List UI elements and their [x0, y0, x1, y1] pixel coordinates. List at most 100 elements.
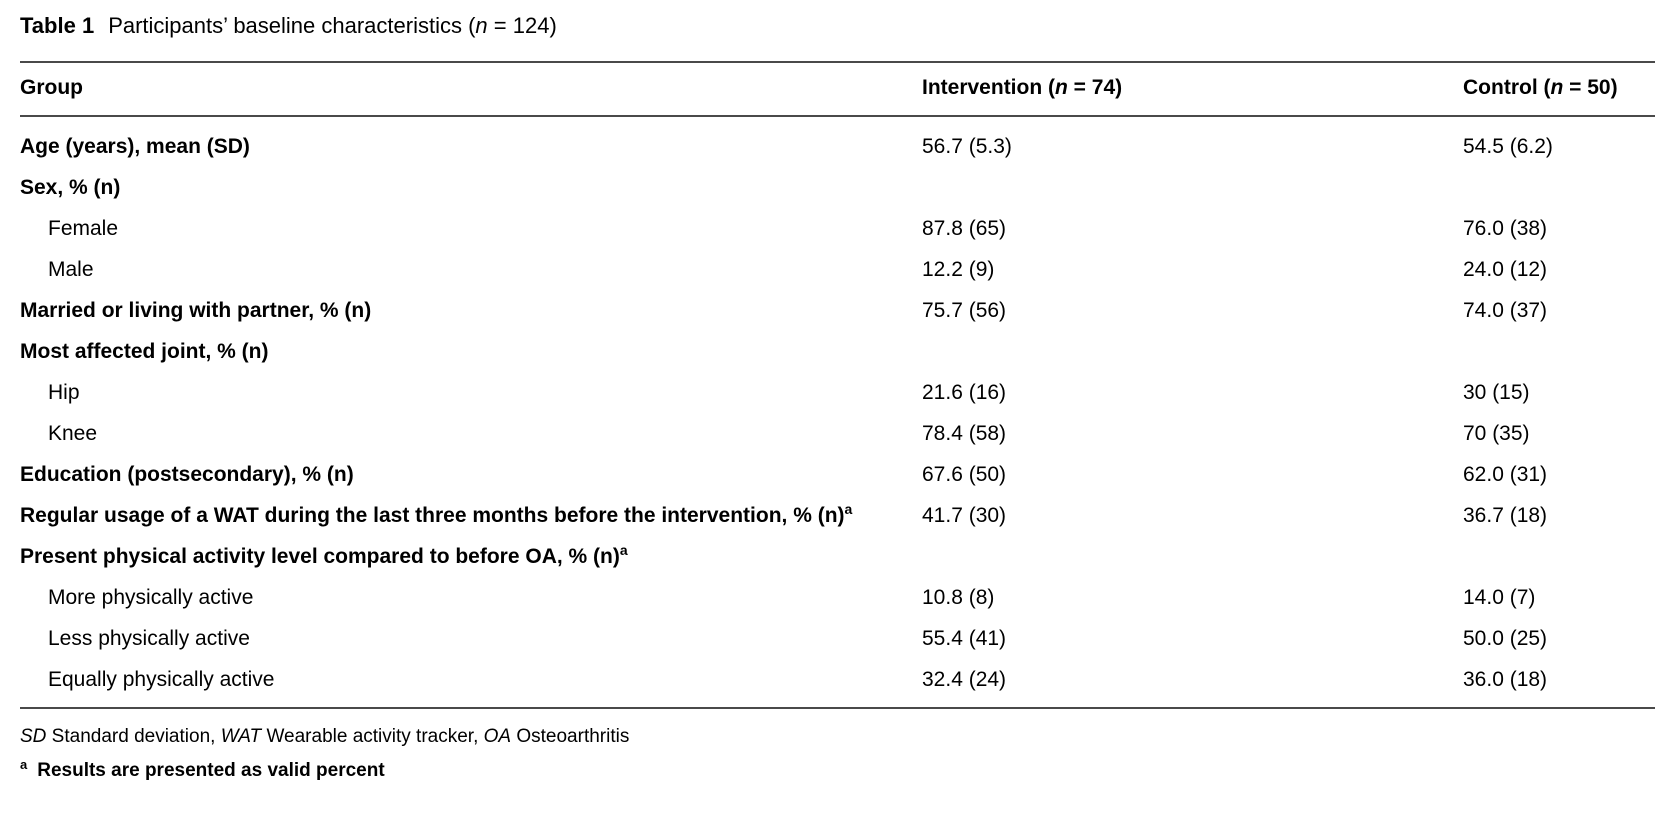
table-row: Hip 21.6 (16) 30 (15)	[20, 372, 1655, 413]
row-label: More physically active	[48, 586, 254, 609]
cell-intervention-value: 12.2 (9)	[922, 258, 995, 281]
table-figure: Table 1 Participants’ baseline characteri…	[20, 12, 1655, 783]
cell-group-label: Regular usage of a WAT during the last t…	[20, 495, 922, 536]
cell-control-value: 24.0 (12)	[1463, 258, 1548, 281]
footnote-marker: a	[20, 756, 28, 772]
cell-group-label: Sex, % (n)	[20, 167, 922, 208]
abbreviation-term: OA	[483, 726, 512, 747]
column-header-intervention: Intervention (n = 74)	[922, 62, 1463, 117]
valid-percent-note: a Results are presented as valid percent	[20, 756, 1655, 783]
control-header-text: Control (	[1463, 76, 1551, 99]
row-label: Less physically active	[48, 627, 250, 650]
cell-group-label: Most affected joint, % (n)	[20, 331, 922, 372]
row-label: Regular usage of a WAT during the last t…	[20, 504, 845, 527]
cell-intervention-value: 56.7 (5.3)	[922, 135, 1012, 158]
group-header-label: Group	[20, 76, 83, 99]
table-footnotes: SD Standard deviation, WAT Wearable acti…	[20, 725, 1655, 783]
table-row: Married or living with partner, % (n) 75.…	[20, 290, 1655, 331]
caption-text-after: = 124)	[487, 13, 557, 38]
cell-group-label: Age (years), mean (SD)	[20, 116, 922, 167]
cell-group-label: More physically active	[20, 577, 922, 618]
intervention-header-text: Intervention (	[922, 76, 1056, 99]
row-label: Female	[48, 217, 119, 240]
cell-control-value: 36.0 (18)	[1463, 668, 1548, 691]
cell-control-value: 54.5 (6.2)	[1463, 135, 1553, 158]
cell-intervention-value: 87.8 (65)	[922, 217, 1007, 240]
cell-intervention-value	[922, 536, 1463, 577]
row-label: Hip	[48, 381, 80, 404]
footnote-marker: a	[844, 501, 853, 517]
cell-group-label: Male	[20, 249, 922, 290]
table-row: Age (years), mean (SD) 56.7 (5.3) 54.5 (6.…	[20, 116, 1655, 167]
table-row: Regular usage of a WAT during the last t…	[20, 495, 1655, 536]
cell-control-value: 36.7 (18)	[1463, 504, 1548, 527]
cell-intervention-value: 55.4 (41)	[922, 627, 1007, 650]
cell-control-value: 30 (15)	[1463, 381, 1530, 404]
cell-control-value	[1463, 331, 1655, 372]
cell-group-label: Married or living with partner, % (n)	[20, 290, 922, 331]
row-label: Knee	[48, 422, 98, 445]
cell-control-value: 74.0 (37)	[1463, 299, 1548, 322]
cell-intervention-value: 67.6 (50)	[922, 463, 1007, 486]
control-n-symbol: n	[1550, 76, 1564, 99]
row-label: Male	[48, 258, 94, 281]
table-row: Female 87.8 (65) 76.0 (38)	[20, 208, 1655, 249]
cell-group-label: Less physically active	[20, 618, 922, 659]
table-row: Present physical activity level compared…	[20, 536, 1655, 577]
cell-intervention-value: 21.6 (16)	[922, 381, 1007, 404]
abbreviations-line: SD Standard deviation, WAT Wearable acti…	[20, 725, 1655, 749]
abbreviation-term: SD	[20, 726, 47, 747]
column-header-control: Control (n = 50)	[1463, 62, 1655, 117]
abbreviation-definition: Wearable activity tracker,	[261, 726, 484, 747]
cell-group-label: Female	[20, 208, 922, 249]
cell-group-label: Hip	[20, 372, 922, 413]
cell-group-label: Equally physically active	[20, 659, 922, 708]
table-number: Table 1	[20, 13, 95, 38]
row-label: Age (years), mean (SD)	[20, 135, 250, 158]
baseline-characteristics-table: Group Intervention (n = 74) Control (n =…	[20, 61, 1655, 709]
row-label: Married or living with partner, % (n)	[20, 299, 372, 322]
cell-group-label: Present physical activity level compared…	[20, 536, 922, 577]
table-row: Most affected joint, % (n)	[20, 331, 1655, 372]
control-header-count: = 50)	[1563, 76, 1618, 99]
intervention-header-count: = 74)	[1067, 76, 1123, 99]
cell-control-value: 62.0 (31)	[1463, 463, 1548, 486]
cell-control-value	[1463, 536, 1655, 577]
cell-intervention-value: 41.7 (30)	[922, 504, 1007, 527]
cell-intervention-value: 32.4 (24)	[922, 668, 1007, 691]
column-header-group: Group	[20, 62, 922, 117]
cell-intervention-value: 10.8 (8)	[922, 586, 995, 609]
table-row: Education (postsecondary), % (n) 67.6 (50…	[20, 454, 1655, 495]
cell-group-label: Education (postsecondary), % (n)	[20, 454, 922, 495]
row-label: Equally physically active	[48, 668, 275, 691]
cell-intervention-value	[922, 331, 1463, 372]
cell-control-value: 50.0 (25)	[1463, 627, 1548, 650]
cell-control-value: 70 (35)	[1463, 422, 1530, 445]
row-label: Present physical activity level compared…	[20, 545, 620, 568]
abbreviation-term: WAT	[220, 726, 262, 747]
footnote-marker: a	[619, 542, 628, 558]
table-row: Sex, % (n)	[20, 167, 1655, 208]
row-label: Education (postsecondary), % (n)	[20, 463, 354, 486]
cell-intervention-value	[922, 167, 1463, 208]
table-row: More physically active 10.8 (8) 14.0 (7)	[20, 577, 1655, 618]
table-row: Less physically active 55.4 (41) 50.0 (25)	[20, 618, 1655, 659]
cell-control-value: 76.0 (38)	[1463, 217, 1548, 240]
table-header: Group Intervention (n = 74) Control (n =…	[20, 62, 1655, 117]
caption-text-before: Participants’ baseline characteristics (	[108, 13, 476, 38]
abbreviation-definition: Osteoarthritis	[511, 726, 630, 747]
footnote-text: Results are presented as valid percent	[37, 760, 385, 781]
row-label: Sex, % (n)	[20, 176, 121, 199]
table-row: Knee 78.4 (58) 70 (35)	[20, 413, 1655, 454]
caption-n-symbol: n	[475, 13, 488, 38]
header-row: Group Intervention (n = 74) Control (n =…	[20, 62, 1655, 117]
cell-control-value	[1463, 167, 1655, 208]
table-row: Male 12.2 (9) 24.0 (12)	[20, 249, 1655, 290]
table-caption: Table 1 Participants’ baseline characteri…	[20, 12, 1655, 40]
table-row: Equally physically active 32.4 (24) 36.0 (…	[20, 659, 1655, 708]
cell-control-value: 14.0 (7)	[1463, 586, 1536, 609]
table-body: Age (years), mean (SD) 56.7 (5.3) 54.5 (6.…	[20, 116, 1655, 708]
intervention-n-symbol: n	[1055, 76, 1068, 99]
cell-intervention-value: 78.4 (58)	[922, 422, 1007, 445]
cell-group-label: Knee	[20, 413, 922, 454]
